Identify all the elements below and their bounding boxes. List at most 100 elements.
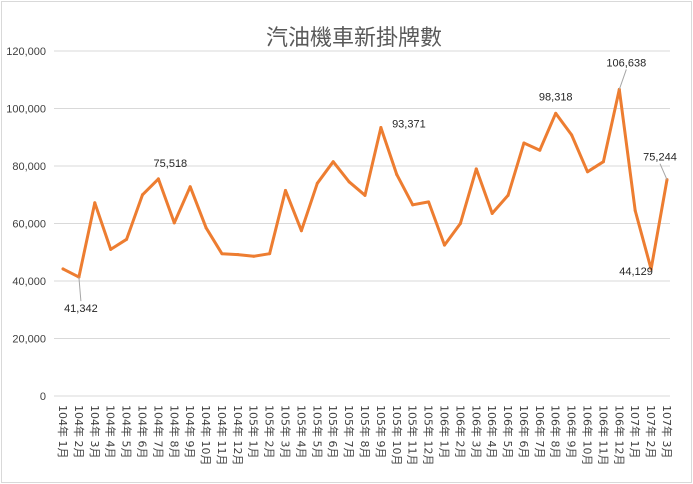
data-point bbox=[363, 193, 367, 197]
x-tick-label: 105年 8月 bbox=[358, 405, 372, 459]
data-point bbox=[411, 203, 415, 207]
data-point bbox=[601, 160, 605, 164]
data-point bbox=[109, 247, 113, 251]
data-point bbox=[538, 148, 542, 152]
series-layer bbox=[61, 87, 669, 279]
x-tick-label: 105年 12月 bbox=[422, 405, 436, 466]
data-point bbox=[633, 209, 637, 213]
x-tick-label: 106年 6月 bbox=[517, 405, 531, 459]
data-point bbox=[490, 211, 494, 215]
x-tick-label: 105年 1月 bbox=[247, 405, 261, 459]
data-point bbox=[220, 252, 224, 256]
data-point bbox=[236, 253, 240, 257]
x-tick-label: 107年 2月 bbox=[644, 405, 658, 459]
y-tick-label: 100,000 bbox=[6, 104, 46, 116]
x-tick-label: 106年 7月 bbox=[533, 405, 547, 459]
y-tick-label: 120,000 bbox=[6, 46, 46, 58]
x-tick-label: 104年 6月 bbox=[135, 405, 149, 459]
x-tick-label: 106年 4月 bbox=[485, 405, 499, 459]
x-tick-label: 106年 2月 bbox=[453, 405, 467, 459]
x-tick-label: 105年 5月 bbox=[310, 405, 324, 459]
data-point bbox=[395, 173, 399, 177]
data-point bbox=[331, 160, 335, 164]
data-point bbox=[268, 252, 272, 256]
x-tick-label: 105年 2月 bbox=[263, 405, 277, 459]
x-tick-label: 106年 11月 bbox=[596, 405, 610, 466]
x-tick-label: 104年 2月 bbox=[72, 405, 86, 459]
data-point bbox=[379, 126, 383, 130]
x-tick-label: 106年 10月 bbox=[581, 405, 595, 466]
data-point bbox=[140, 193, 144, 197]
data-point bbox=[427, 200, 431, 204]
x-tick-label: 104年 11月 bbox=[215, 405, 229, 466]
label-leader-line bbox=[78, 277, 82, 302]
x-tick-label: 104年 7月 bbox=[151, 405, 165, 459]
data-point bbox=[649, 267, 653, 271]
x-tick-label: 105年 4月 bbox=[294, 405, 308, 459]
data-point bbox=[442, 243, 446, 247]
data-point bbox=[93, 201, 97, 205]
x-tick-label: 106年 8月 bbox=[549, 405, 563, 459]
x-tick-label: 105年 11月 bbox=[406, 405, 420, 466]
x-tick-label: 105年 6月 bbox=[326, 405, 340, 459]
y-tick-label: 20,000 bbox=[12, 334, 46, 346]
x-tick-label: 104年 12月 bbox=[231, 405, 245, 466]
data-point bbox=[172, 221, 176, 225]
data-label: 41,342 bbox=[64, 303, 98, 315]
x-tick-label: 104年 4月 bbox=[104, 405, 118, 459]
data-point bbox=[506, 193, 510, 197]
x-tick-label: 104年 5月 bbox=[120, 405, 134, 459]
x-tick-label: 105年 9月 bbox=[374, 405, 388, 459]
x-tick-label: 106年 5月 bbox=[501, 405, 515, 459]
data-label: 93,371 bbox=[392, 119, 426, 131]
x-tick-label: 106年 3月 bbox=[469, 405, 483, 459]
data-point bbox=[284, 188, 288, 192]
y-tick-label: 80,000 bbox=[12, 161, 46, 173]
data-point bbox=[554, 111, 558, 115]
y-axis-labels: 0 20,000 40,000 60,000 80,000 100,000 120,000 bbox=[6, 46, 46, 403]
x-tick-label: 106年 12月 bbox=[612, 405, 626, 466]
x-tick-label: 106年 9月 bbox=[565, 405, 579, 459]
data-label: 75,244 bbox=[643, 152, 677, 164]
x-tick-label: 104年 1月 bbox=[56, 405, 70, 459]
data-point bbox=[61, 267, 65, 271]
data-point bbox=[522, 141, 526, 145]
data-labels: 41,342 75,518 93,371 98,318 106,638 44,129 75,… bbox=[64, 57, 677, 315]
chart-title: 汽油機車新掛牌數 bbox=[266, 26, 442, 51]
x-tick-label: 107年 3月 bbox=[660, 405, 674, 459]
x-tick-label: 104年 9月 bbox=[183, 405, 197, 459]
gridlines bbox=[54, 50, 670, 397]
data-label: 98,318 bbox=[539, 91, 573, 103]
x-tick-label: 104年 8月 bbox=[167, 405, 181, 459]
x-tick-label: 107年 1月 bbox=[628, 405, 642, 459]
x-tick-label: 104年 10月 bbox=[199, 405, 213, 466]
data-point bbox=[458, 222, 462, 225]
x-tick-label: 104年 3月 bbox=[88, 405, 102, 459]
data-point bbox=[156, 177, 160, 181]
data-point bbox=[204, 226, 208, 230]
label-leader-line bbox=[618, 69, 627, 90]
data-point bbox=[125, 237, 129, 241]
data-point bbox=[252, 254, 256, 258]
x-axis-labels: 104年 1月 104年 2月 104年 3月 104年 4月 104年 5月 104年 … bbox=[56, 405, 674, 466]
data-point bbox=[570, 133, 574, 137]
x-tick-label: 105年 10月 bbox=[390, 405, 404, 466]
series-line bbox=[61, 87, 669, 279]
data-label: 44,129 bbox=[619, 266, 653, 278]
data-point bbox=[188, 185, 192, 189]
data-point bbox=[299, 229, 303, 233]
x-tick-label: 105年 7月 bbox=[342, 405, 356, 459]
y-tick-label: 60,000 bbox=[12, 219, 46, 231]
data-label: 106,638 bbox=[606, 57, 646, 69]
data-point bbox=[347, 180, 351, 184]
data-point bbox=[586, 170, 590, 174]
x-tick-label: 105年 3月 bbox=[279, 405, 293, 459]
data-point bbox=[474, 167, 478, 171]
y-tick-label: 0 bbox=[40, 391, 46, 403]
data-point bbox=[315, 181, 319, 185]
data-label: 75,518 bbox=[154, 158, 188, 170]
y-tick-label: 40,000 bbox=[12, 276, 46, 288]
label-leader-line bbox=[659, 163, 668, 180]
